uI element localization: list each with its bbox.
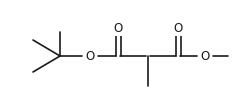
Text: O: O bbox=[174, 22, 182, 34]
Text: O: O bbox=[114, 22, 122, 34]
Text: O: O bbox=[200, 50, 209, 62]
Text: O: O bbox=[86, 50, 94, 62]
